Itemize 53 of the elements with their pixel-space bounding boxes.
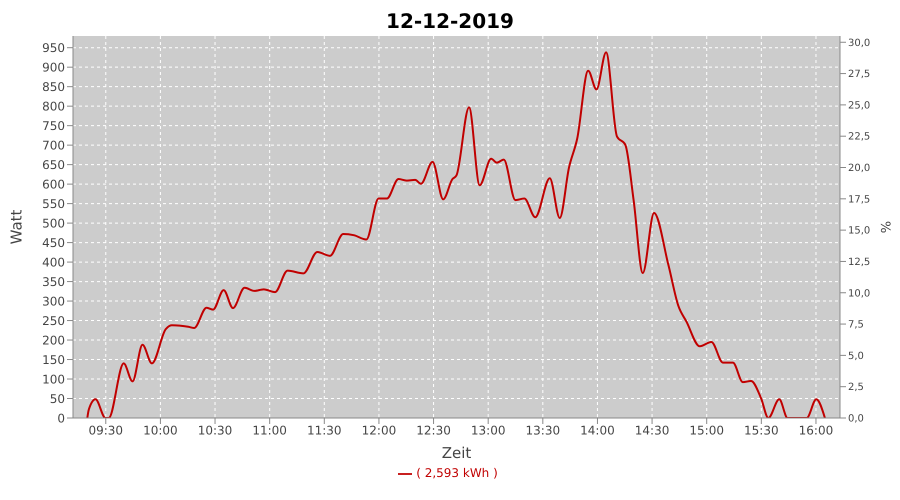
y2-axis-title: % <box>880 220 895 234</box>
y2-tick-label: 30,0 <box>848 38 870 49</box>
y2-tick-label: 17,5 <box>848 194 870 206</box>
x-tick-label: 15:00 <box>689 424 724 438</box>
y-tick-label: 100 <box>42 372 65 386</box>
x-tick-label: 10:30 <box>198 424 232 438</box>
y2-tick-label: 25,0 <box>848 100 870 112</box>
y-tick-label: 150 <box>42 352 65 367</box>
y2-tick-label: 0,0 <box>848 414 864 425</box>
y-tick-label: 600 <box>42 177 65 192</box>
y-tick-label: 50 <box>50 392 65 406</box>
y-tick-label: 850 <box>42 80 65 94</box>
x-tick-label: 11:30 <box>307 424 342 438</box>
y-tick-label: 700 <box>42 138 65 152</box>
y2-tick-label: 5,0 <box>848 350 864 362</box>
y2-tick-label: 27,5 <box>848 69 870 80</box>
y-tick-label: 500 <box>42 216 65 230</box>
y-tick-label: 650 <box>42 158 65 172</box>
y-tick-label: 350 <box>42 274 65 289</box>
x-tick-label: 09:30 <box>88 424 124 438</box>
y-tick-label: 900 <box>42 60 65 74</box>
x-tick-label: 14:30 <box>634 424 670 438</box>
legend-label: ( 2,593 kWh ) <box>416 466 498 480</box>
y2-tick-label: 15,0 <box>848 226 870 237</box>
y-tick-label: 450 <box>42 236 65 250</box>
x-tick-label: 15:30 <box>744 424 779 438</box>
y-tick-label: 950 <box>42 40 65 55</box>
y-tick-label: 250 <box>42 314 65 328</box>
x-tick-label: 14:00 <box>580 424 615 438</box>
x-tick-label: 13:30 <box>526 424 560 438</box>
x-tick-label: 10:00 <box>143 424 178 438</box>
x-tick-label: 12:00 <box>362 424 396 438</box>
line-series <box>86 51 826 418</box>
y-tick-label: 550 <box>42 196 65 211</box>
y-tick-label: 400 <box>42 255 65 270</box>
chart-title: 12-12-2019 <box>385 8 515 35</box>
x-tick-label: 12:30 <box>416 424 451 438</box>
x-tick-label: 11:00 <box>252 424 287 438</box>
y2-tick-label: 10,0 <box>848 288 870 300</box>
y2-tick-label: 2,5 <box>848 382 864 394</box>
y-axis-title: Watt <box>7 209 26 244</box>
y2-tick-label: 12,5 <box>848 256 870 268</box>
y-tick-label: 300 <box>42 294 65 308</box>
x-tick-label: 13:00 <box>470 424 506 438</box>
y-tick-label: 800 <box>42 99 65 114</box>
y2-tick-label: 7,5 <box>848 320 864 331</box>
y2-tick-label: 20,0 <box>848 163 870 174</box>
y-tick-label: 750 <box>42 118 65 133</box>
y-tick-label: 200 <box>42 333 65 348</box>
y-tick-label: 0 <box>57 411 65 426</box>
x-axis-title: Zeit <box>442 444 472 462</box>
y2-tick-label: 22,5 <box>848 132 870 143</box>
x-tick-label: 16:00 <box>798 424 834 438</box>
